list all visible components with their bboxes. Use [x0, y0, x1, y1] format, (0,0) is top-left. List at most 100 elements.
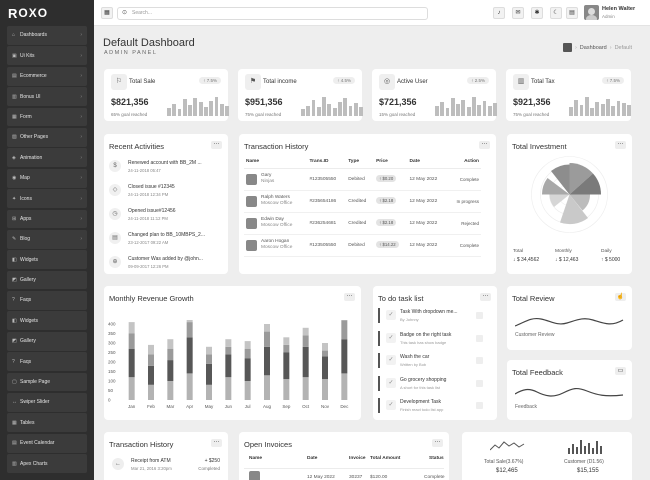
stat-card-total-income: ⚑ Total income ↑ 4.5% $951,356 75% goal reac… [238, 69, 364, 121]
review-sparkline [515, 317, 624, 327]
polar-segment [549, 194, 570, 207]
row-location: Moscow Office [261, 201, 293, 206]
bar-segment [128, 348, 135, 378]
x-tick-label: Dec [340, 404, 349, 409]
user-avatar[interactable] [584, 5, 599, 20]
sidebar-item-faqs[interactable]: ? Faqs [7, 352, 87, 372]
activity-item[interactable]: ◇ Closed issue #12345 24-11-2018 12:34 PM [109, 182, 219, 204]
checkbox-icon[interactable]: ✓ [386, 400, 396, 410]
table-row[interactable]: Ralph Waters Moscow Office #235654186 Credi… [244, 190, 481, 213]
bell-icon[interactable]: ♪ [493, 7, 505, 19]
sidebar-item-event-calendar[interactable]: ▤ Event Calendar [7, 433, 87, 453]
sidebar-item-widgets[interactable]: ◧ Widgets [7, 311, 87, 331]
moon-icon[interactable]: ☾ [550, 7, 562, 19]
sidebar-item-icons[interactable]: ✦ Icons › [7, 189, 87, 208]
row-status[interactable]: In progress [447, 190, 481, 213]
todo-item[interactable]: ✓ Task With dropdown me... By Johnny [378, 306, 486, 329]
close-icon[interactable] [476, 379, 483, 387]
more-icon[interactable]: … [480, 292, 491, 301]
chevron-right-icon: › [80, 93, 82, 100]
close-icon[interactable] [476, 312, 483, 319]
sidebar-item-ecommerce[interactable]: ▤ Ecommerce › [7, 66, 87, 86]
search-icon: ⊙ [122, 10, 128, 16]
grid-menu-icon[interactable]: ▦ [101, 7, 113, 19]
close-icon[interactable] [476, 402, 483, 409]
todo-item[interactable]: ✓ Wash the car Written by Bob [378, 351, 486, 374]
sidebar-item-label: Animation [20, 154, 43, 161]
table-row[interactable]: Aaron Hogan Moscow Office #123505550 Debite… [244, 234, 481, 257]
todo-item[interactable]: ✓ Badge on the right task This task has sh… [378, 329, 486, 352]
activity-item[interactable]: ▤ Changed plan to BB_10MBPS_2... 23-12-201… [109, 230, 219, 252]
more-icon[interactable]: … [615, 140, 626, 149]
sidebar-item-widgets[interactable]: ◧ Widgets [7, 250, 87, 270]
sidebar-item-apps[interactable]: ⊞ Apps › [7, 209, 87, 229]
x-tick-label: Jul [245, 404, 251, 409]
stat-value: $821,356 [111, 97, 149, 107]
sidebar-item-animation[interactable]: ◈ Animation › [7, 148, 87, 168]
blog-icon: ✎ [12, 236, 17, 243]
sidebar-item-bonus-ui[interactable]: ▥ Bonus UI › [7, 87, 87, 106]
sidebar-item-dashboards[interactable]: ⌂ Dashboards › [7, 26, 87, 45]
invoice-amount: $120.00 [370, 475, 388, 480]
bar-segment [244, 381, 251, 400]
more-icon[interactable]: … [211, 140, 222, 149]
bar-segment [283, 352, 290, 380]
checkbox-icon[interactable]: ✓ [386, 310, 396, 320]
more-icon[interactable]: … [211, 438, 222, 447]
sidebar-item-ui-kits[interactable]: ▣ Ui Kits › [7, 46, 87, 66]
gift-icon: ▥ [12, 93, 17, 100]
row-status[interactable]: Complete [447, 234, 481, 257]
checkbox-icon[interactable]: ✓ [386, 355, 396, 365]
bar-segment [283, 337, 290, 345]
user-name[interactable]: Helen Walter [602, 6, 636, 12]
sidebar-item-form[interactable]: ▦ Form › [7, 107, 87, 127]
row-price: ↑ $2.18 [376, 197, 397, 204]
thumbs-up-icon[interactable]: ☝ [615, 293, 626, 301]
sidebar-item-sample-page[interactable]: ▢ Sample Page [7, 372, 87, 392]
sidebar-item-map[interactable]: ◉ Map › [7, 168, 87, 188]
logo[interactable]: R OXO [0, 0, 94, 26]
sidebar-item-gallery[interactable]: ◩ Gallery [7, 270, 87, 290]
sidebar-item-label: Event Calendar [20, 440, 55, 447]
message-icon[interactable]: ✉ [512, 7, 524, 19]
chevron-right-icon: › [80, 32, 82, 39]
todo-item[interactable]: ✓ Development Task Finish react todo list … [378, 396, 486, 419]
breadcrumb-dashboard[interactable]: Dashboard [579, 44, 607, 51]
review-label: Customer Review [515, 332, 555, 338]
sidebar-item-label: Other Pages [20, 134, 49, 141]
polar-chart [531, 156, 608, 233]
sidebar-item-apex-charts[interactable]: ▥ Apex Charts [7, 454, 87, 473]
row-status[interactable]: Rejected [447, 212, 481, 235]
sidebar-item-tables[interactable]: ▦ Tables [7, 413, 87, 433]
table-row[interactable]: Edwin Day Moscow Office #236254681 Credited… [244, 212, 481, 235]
search-input[interactable]: ⊙ Search... [117, 7, 428, 20]
sidebar-item-swiper-slider[interactable]: ↔ Swiper Slider [7, 393, 87, 412]
sidebar-item-faqs[interactable]: ? Faqs [7, 291, 87, 310]
close-icon[interactable] [476, 357, 483, 364]
more-icon[interactable]: … [479, 140, 490, 149]
star-icon[interactable]: ✱ [531, 7, 543, 19]
sidebar-item-label: Sample Page [20, 379, 51, 386]
more-icon[interactable]: … [344, 292, 355, 301]
invoice-date: 12 May 2022 [307, 475, 335, 480]
sidebar-item-gallery[interactable]: ◩ Gallery [7, 331, 87, 351]
home-icon[interactable] [562, 43, 572, 52]
activity-item[interactable]: ◷ Opened issue#12456 24-11-2018 11:12 PM [109, 206, 219, 228]
checkbox-icon[interactable]: ✓ [386, 377, 396, 388]
cart-icon[interactable]: ▤ [566, 7, 578, 19]
todo-item[interactable]: ✓ Go grocery shopping A short for this tas… [378, 374, 486, 397]
table-row[interactable]: Gary Ninjas #123505550 Debited ↑ $0.20 12 May… [244, 168, 481, 191]
sidebar-item-blog[interactable]: ✎ Blog › [7, 229, 87, 249]
chat-icon[interactable]: ▭ [615, 367, 626, 375]
activity-item[interactable]: ⊕ Customer Was added by @john... 09-09-201… [109, 254, 219, 276]
checkbox-icon[interactable]: ✓ [386, 332, 396, 343]
sidebar-item-label: Blog [20, 236, 31, 243]
row-status[interactable]: Complete [447, 168, 481, 191]
more-icon[interactable]: … [432, 438, 443, 447]
activity-item[interactable]: $ Renewed account with BB_2M ... 24-11-201… [109, 158, 219, 180]
x-tick-label: Jan [128, 404, 136, 409]
sidebar-item-other-pages[interactable]: ▧ Other Pages › [7, 127, 87, 147]
close-icon[interactable] [476, 334, 483, 342]
bar-segment [206, 384, 212, 400]
bar-segment [244, 348, 251, 359]
